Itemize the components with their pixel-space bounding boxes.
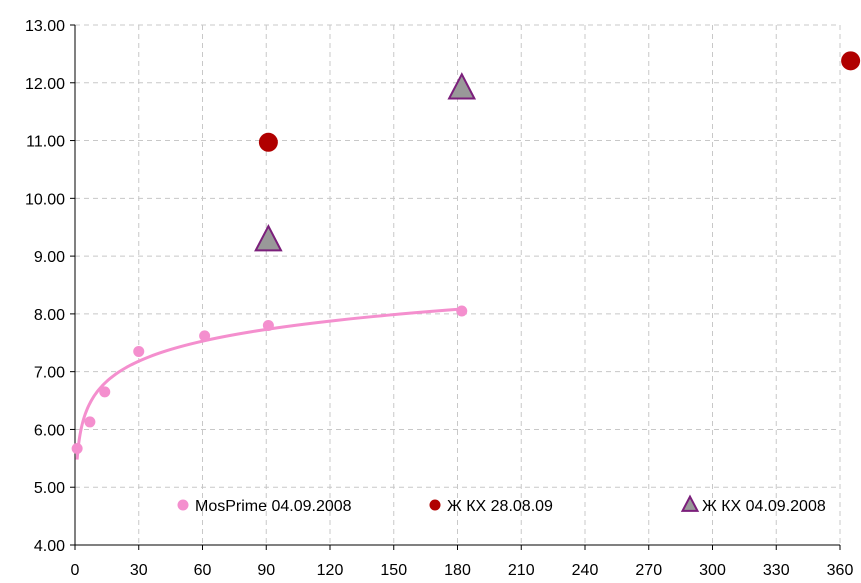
grid xyxy=(75,24,841,545)
y-tick-label: 7.00 xyxy=(34,365,65,382)
y-tick-labels: 4.00 5.00 6.00 7.00 8.00 9.00 10.00 11.00 12.00 1… xyxy=(25,18,65,555)
data-point xyxy=(71,443,83,455)
trendline-mosprime-04-09-2008 xyxy=(75,307,462,460)
x-tick-label: 60 xyxy=(194,562,212,579)
legend-label: MosPrime 04.09.2008 xyxy=(195,498,352,515)
x-tick-label: 30 xyxy=(130,562,148,579)
legend-marker xyxy=(429,499,441,511)
x-tick-label: 360 xyxy=(827,562,854,579)
x-tick-label: 210 xyxy=(508,562,535,579)
x-tick-label: 90 xyxy=(257,562,275,579)
data-point xyxy=(199,330,211,342)
data-points xyxy=(71,51,861,455)
y-tick-label: 6.00 xyxy=(34,422,65,439)
legend-label: Ж КХ 04.09.2008 xyxy=(702,498,826,515)
data-point xyxy=(841,51,861,71)
x-tick-label: 150 xyxy=(380,562,407,579)
y-tick-label: 11.00 xyxy=(26,134,65,151)
data-point xyxy=(84,416,96,428)
x-tick-label: 270 xyxy=(635,562,662,579)
data-point xyxy=(133,345,145,357)
y-tick-label: 5.00 xyxy=(34,480,65,497)
trendline xyxy=(75,307,462,460)
x-tick-label: 0 xyxy=(71,562,80,579)
x-tick-label: 120 xyxy=(317,562,344,579)
y-tick-label: 8.00 xyxy=(34,307,65,324)
data-point xyxy=(258,132,278,152)
y-tick-label: 13.00 xyxy=(25,18,65,35)
data-point xyxy=(447,72,477,100)
axes xyxy=(70,24,841,550)
data-point xyxy=(99,386,111,398)
y-tick-label: 4.00 xyxy=(34,538,65,555)
legend-marker xyxy=(680,494,700,512)
data-point xyxy=(456,305,468,317)
x-tick-labels: 0 30 60 90 120 150 180 210 240 270 300 330 360 xyxy=(71,562,854,579)
x-tick-label: 180 xyxy=(444,562,471,579)
y-tick-label: 9.00 xyxy=(34,249,65,266)
legend: MosPrime 04.09.2008 Ж КХ 28.08.09 Ж КХ 04.… xyxy=(177,494,826,515)
x-tick-label: 330 xyxy=(763,562,790,579)
legend-label: Ж КХ 28.08.09 xyxy=(447,498,553,515)
y-tick-label: 12.00 xyxy=(25,76,65,93)
legend-marker xyxy=(177,499,189,511)
x-tick-label: 300 xyxy=(699,562,726,579)
y-tick-label: 10.00 xyxy=(25,191,65,208)
data-point xyxy=(254,224,283,252)
data-point xyxy=(262,319,274,331)
x-tick-label: 240 xyxy=(572,562,599,579)
